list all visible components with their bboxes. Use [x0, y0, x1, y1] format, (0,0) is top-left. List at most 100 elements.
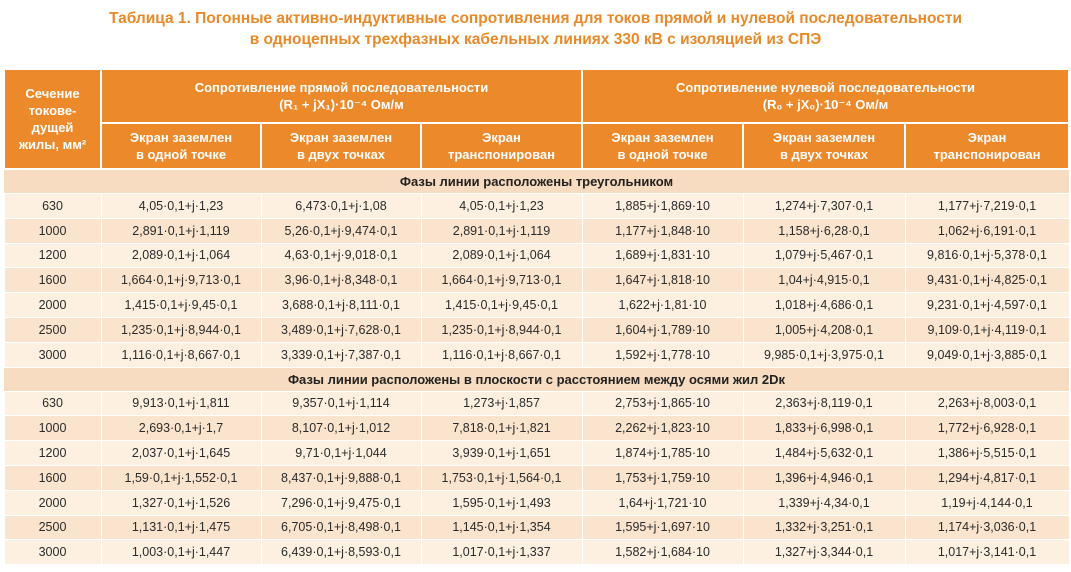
- impedance-cell: 2,089·0,1+j·1,064: [100, 242, 262, 269]
- table-body: Фазы линии расположены треугольником 630 4…: [3, 169, 1070, 566]
- impedance-cell: 1,332+j·3,251·0,1: [742, 514, 906, 541]
- impedance-cell: 1,664·0,1+j·9,713·0,1: [420, 267, 583, 294]
- impedance-cell: 1,079+j·5,467·0,1: [742, 242, 906, 269]
- section-row: Фазы линии расположены в плоскости с рас…: [4, 367, 1069, 392]
- cross-section-cell: 3000: [3, 341, 102, 368]
- caption-line-1: Таблица 1. Погонные активно-индуктивные …: [109, 10, 962, 27]
- impedance-cell: 1,018+j·4,686·0,1: [742, 292, 906, 318]
- impedance-cell: 2,363+j·8,119·0,1: [742, 390, 906, 417]
- impedance-cell: 1,415·0,1+j·9,45·0,1: [420, 292, 583, 318]
- impedance-cell: 3,939·0,1+j·1,651: [420, 440, 583, 466]
- impedance-cell: 1,874+j·1,785·10: [581, 440, 744, 466]
- impedance-cell: 1,339+j·4,34·0,1: [742, 489, 906, 516]
- impedance-cell: 4,63·0,1+j·9,018·0,1: [260, 242, 422, 269]
- cross-section-cell: 630: [3, 390, 102, 417]
- impedance-cell: 1,235·0,1+j·8,944·0,1: [420, 316, 583, 343]
- impedance-cell: 9,985·0,1+j·3,975·0,1: [742, 341, 906, 368]
- impedance-cell: 2,693·0,1+j·1,7: [100, 415, 262, 442]
- table-row: 1000 2,891·0,1+j·1,119 5,26·0,1+j·9,474·0,…: [3, 217, 1070, 244]
- table-row: 2500 1,235·0,1+j·8,944·0,1 3,489·0,1+j·7,6…: [3, 316, 1070, 343]
- impedance-cell: 1,294+j·4,817·0,1: [904, 464, 1070, 491]
- screen-mode-header: Экран транспонирован: [420, 122, 583, 170]
- impedance-cell: 2,891·0,1+j·1,119: [100, 217, 262, 244]
- cross-section-cell: 1600: [3, 267, 102, 294]
- impedance-cell: 1,274+j·7,307·0,1: [742, 193, 906, 219]
- impedance-cell: 1,415·0,1+j·9,45·0,1: [100, 292, 262, 318]
- impedance-cell: 1,062+j·6,191·0,1: [904, 217, 1070, 244]
- impedance-cell: 9,109·0,1+j·4,119·0,1: [904, 316, 1070, 343]
- caption-line-2: в одноцепных трехфазных кабельных линиях…: [249, 31, 822, 48]
- impedance-cell: 8,107·0,1+j·1,012: [260, 415, 422, 442]
- screen-mode-line: Экран заземлен: [772, 130, 876, 145]
- screen-mode-line: в двух точках: [296, 147, 386, 162]
- cross-section-cell: 1200: [3, 440, 102, 466]
- impedance-cell: 1,753+j·1,759·10: [581, 464, 744, 491]
- impedance-cell: 1,017·0,1+j·1,337: [420, 539, 583, 566]
- impedance-cell: 3,688·0,1+j·8,111·0,1: [260, 292, 422, 318]
- impedance-cell: 9,231·0,1+j·4,597·0,1: [904, 292, 1070, 318]
- impedance-cell: 1,235·0,1+j·8,944·0,1: [100, 316, 262, 343]
- table-caption: Таблица 1. Погонные активно-индуктивные …: [0, 8, 1071, 50]
- cross-section-cell: 1000: [3, 415, 102, 442]
- impedance-cell: 1,005+j·4,208·0,1: [742, 316, 906, 343]
- cross-section-header: Сечение токове- дущей жилы, мм²: [3, 68, 102, 170]
- impedance-cell: 1,116·0,1+j·8,667·0,1: [100, 341, 262, 368]
- impedance-cell: 1,59·0,1+j·1,552·0,1: [100, 464, 262, 491]
- impedance-cell: 1,833+j·6,998·0,1: [742, 415, 906, 442]
- impedance-cell: 2,089·0,1+j·1,064: [420, 242, 583, 269]
- impedance-cell: 5,26·0,1+j·9,474·0,1: [260, 217, 422, 244]
- screen-mode-header: Экран заземлен в одной точке: [581, 122, 744, 170]
- impedance-cell: 1,003·0,1+j·1,447: [100, 539, 262, 566]
- cross-section-header-line: Сечение: [25, 86, 80, 101]
- table-row: 1600 1,664·0,1+j·9,713·0,1 3,96·0,1+j·8,34…: [3, 267, 1070, 294]
- impedance-cell: 1,664·0,1+j·9,713·0,1: [100, 267, 262, 294]
- impedance-cell: 6,439·0,1+j·8,593·0,1: [260, 539, 422, 566]
- screen-mode-line: Экран заземлен: [611, 130, 714, 145]
- table-row: 2000 1,415·0,1+j·9,45·0,1 3,688·0,1+j·8,11…: [3, 292, 1070, 318]
- impedance-cell: 2,891·0,1+j·1,119: [420, 217, 583, 244]
- impedance-cell: 1,772+j·6,928·0,1: [904, 415, 1070, 442]
- screen-mode-line: Экран заземлен: [129, 130, 233, 145]
- impedance-cell: 1,595·0,1+j·1,493: [420, 489, 583, 516]
- impedance-cell: 6,473·0,1+j·1,08: [260, 193, 422, 219]
- impedance-cell: 9,357·0,1+j·1,114: [260, 390, 422, 417]
- impedance-cell: 2,263+j·8,003·0,1: [904, 390, 1070, 417]
- screen-mode-line: в одной точке: [617, 147, 708, 162]
- cross-section-cell: 2000: [3, 292, 102, 318]
- screen-mode-header: Экран транспонирован: [904, 122, 1070, 170]
- impedance-cell: 1,273+j·1,857: [420, 390, 583, 417]
- impedance-cell: 1,582+j·1,684·10: [581, 539, 744, 566]
- impedance-cell: 3,339·0,1+j·7,387·0,1: [260, 341, 422, 368]
- direct-sequence-title: Сопротивление прямой последовательности: [194, 80, 489, 95]
- impedance-cell: 1,592+j·1,778·10: [581, 341, 744, 368]
- impedance-cell: 1,604+j·1,789·10: [581, 316, 744, 343]
- impedance-cell: 9,431·0,1+j·4,825·0,1: [904, 267, 1070, 294]
- impedance-cell: 1,484+j·5,632·0,1: [742, 440, 906, 466]
- screen-mode-line: транспонирован: [933, 147, 1041, 162]
- impedance-cell: 1,177+j·1,848·10: [581, 217, 744, 244]
- impedance-cell: 7,818·0,1+j·1,821: [420, 415, 583, 442]
- impedance-cell: 1,689+j·1,831·10: [581, 242, 744, 269]
- table-row: 3000 1,003·0,1+j·1,447 6,439·0,1+j·8,593·0…: [3, 539, 1070, 566]
- section-title: Фазы линии расположены треугольником: [4, 169, 1069, 194]
- impedance-cell: 1,19+j·4,144·0,1: [904, 489, 1070, 516]
- screen-mode-line: Экран: [482, 130, 521, 145]
- direct-sequence-header: Сопротивление прямой последовательности …: [100, 68, 583, 124]
- table-row: 1000 2,693·0,1+j·1,7 8,107·0,1+j·1,012 7,81…: [3, 415, 1070, 442]
- impedance-cell: 4,05·0,1+j·1,23: [420, 193, 583, 219]
- impedance-cell: 9,913·0,1+j·1,811: [100, 390, 262, 417]
- impedance-cell: 8,437·0,1+j·9,888·0,1: [260, 464, 422, 491]
- screen-mode-header: Экран заземлен в одной точке: [100, 122, 262, 170]
- table-row: 630 4,05·0,1+j·1,23 6,473·0,1+j·1,08 4,05·0…: [3, 193, 1070, 219]
- impedance-cell: 1,327·0,1+j·1,526: [100, 489, 262, 516]
- impedance-cell: 7,296·0,1+j·9,475·0,1: [260, 489, 422, 516]
- cross-section-cell: 2500: [3, 316, 102, 343]
- impedance-cell: 1,396+j·4,946·0,1: [742, 464, 906, 491]
- impedance-cell: 1,647+j·1,818·10: [581, 267, 744, 294]
- cross-section-cell: 1200: [3, 242, 102, 269]
- resistance-table: Сечение токове- дущей жилы, мм² Сопротив…: [3, 68, 1070, 566]
- impedance-cell: 3,489·0,1+j·7,628·0,1: [260, 316, 422, 343]
- table-header: Сечение токове- дущей жилы, мм² Сопротив…: [3, 68, 1070, 170]
- impedance-cell: 1,622+j·1,81·10: [581, 292, 744, 318]
- zero-sequence-formula: (R₀ + jX₀)·10⁻⁴ Ом/м: [762, 97, 889, 112]
